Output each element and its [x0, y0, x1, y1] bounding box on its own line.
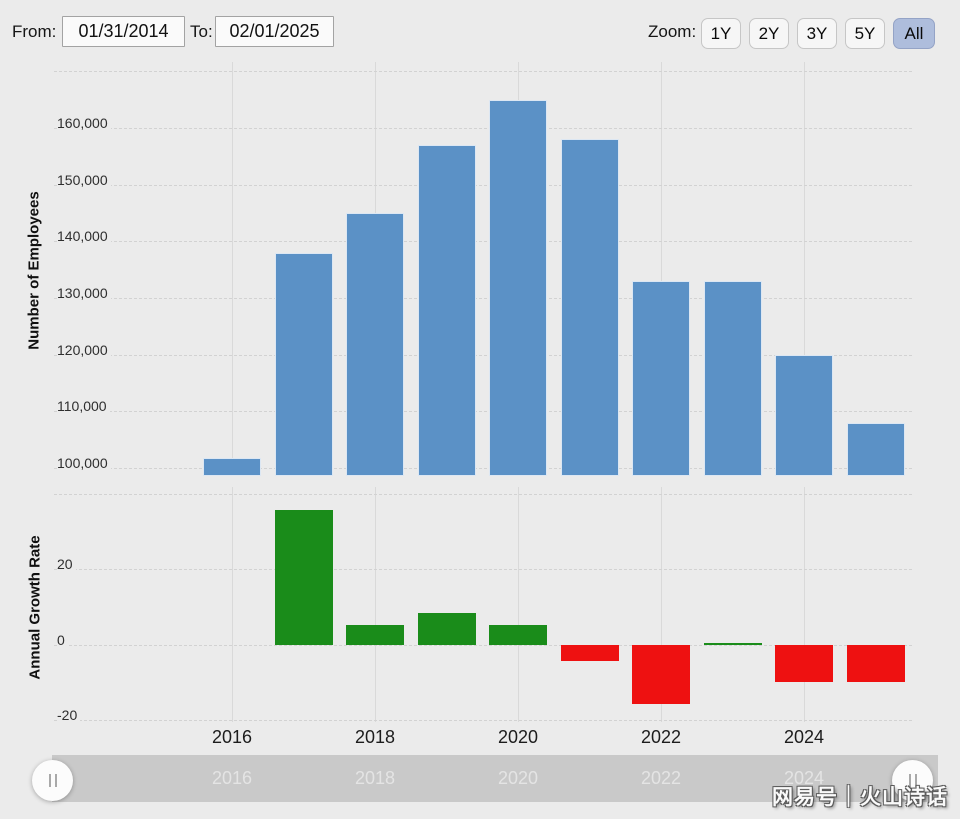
zoom-button-2y[interactable]: 2Y — [749, 18, 789, 49]
x-tick-2024: 2024 — [783, 727, 825, 747]
employees-bar-2025[interactable] — [846, 422, 905, 476]
zoom-button-3y[interactable]: 3Y — [797, 18, 837, 49]
grip-icon — [48, 774, 51, 787]
growth-bar-2024[interactable] — [775, 644, 833, 682]
employees-bar-2016[interactable] — [203, 457, 261, 476]
employees-gridline-130000 — [54, 298, 912, 300]
employees-gridline-140000 — [54, 241, 912, 243]
x-gridline-2016 — [232, 62, 233, 476]
navigator-label-2018: 2018 — [354, 768, 396, 788]
employees-bar-2021[interactable] — [560, 139, 619, 476]
x-gridline-2020 — [518, 487, 519, 722]
growth-bar-2025[interactable] — [846, 644, 905, 683]
employees-bar-2023[interactable] — [703, 281, 762, 476]
navigator-label-2020: 2020 — [497, 768, 539, 788]
employees-gridline-150000 — [54, 184, 912, 186]
employees-gridline-170000 — [54, 71, 912, 73]
grip-icon — [908, 774, 911, 787]
x-tick-2020: 2020 — [497, 727, 539, 747]
zoom-button-5y[interactable]: 5Y — [845, 18, 885, 49]
zoom-button-all[interactable]: All — [893, 18, 935, 49]
grip-icon — [54, 774, 57, 787]
x-gridline-2022 — [661, 62, 662, 476]
employees-ytick-100000: 100,000 — [57, 455, 111, 472]
navigator-handle-left[interactable] — [32, 760, 73, 801]
growth-ytick--20: -20 — [57, 707, 81, 724]
employees-gridline-110000 — [54, 411, 912, 413]
to-label: To: — [190, 22, 213, 41]
employees-ytick-150000: 150,000 — [57, 171, 111, 188]
employees-gridline-160000 — [54, 128, 912, 130]
x-gridline-2024 — [804, 62, 805, 476]
employees-bar-2022[interactable] — [632, 281, 690, 476]
growth-bar-2019[interactable] — [417, 613, 476, 645]
employees-gridline-120000 — [54, 354, 912, 356]
x-gridline-2024 — [804, 487, 805, 722]
employees-ytick-130000: 130,000 — [57, 285, 111, 302]
navigator-handle-right[interactable] — [892, 760, 933, 801]
x-gridline-2018 — [375, 487, 376, 722]
x-tick-2016: 2016 — [211, 727, 253, 747]
growth-bar-2017[interactable] — [274, 510, 333, 645]
employees-ytick-110000: 110,000 — [57, 398, 110, 415]
growth-ytick-20: 20 — [57, 556, 76, 573]
growth-gridline-20 — [54, 569, 912, 571]
navigator-label-2016: 2016 — [211, 768, 253, 788]
grip-icon — [914, 774, 917, 787]
employees-bar-2017[interactable] — [274, 252, 333, 476]
navigator-track[interactable]: 2016 2018 2020 2022 2024 — [52, 755, 938, 802]
growth-gridline-40 — [54, 493, 912, 495]
growth-bar-2020[interactable] — [489, 625, 547, 645]
employees-gridline-100000 — [54, 468, 912, 470]
y-axis-title-employees: Number of Employees — [25, 191, 43, 350]
growth-gridline-0 — [54, 644, 912, 646]
to-date-input[interactable] — [215, 16, 334, 47]
zoom-button-1y[interactable]: 1Y — [701, 18, 741, 49]
zoom-label: Zoom: — [648, 22, 697, 41]
y-axis-title-growth: Annual Growth Rate — [26, 535, 44, 680]
growth-bar-2022[interactable] — [632, 644, 690, 705]
x-tick-2022: 2022 — [640, 727, 682, 747]
from-label: From: — [12, 22, 57, 41]
from-date-input[interactable] — [62, 16, 185, 47]
employees-ytick-140000: 140,000 — [57, 228, 111, 245]
growth-bar-2018[interactable] — [346, 625, 404, 645]
x-gridline-2016 — [232, 487, 233, 722]
growth-gridline--20 — [54, 720, 912, 722]
navigator-label-2024: 2024 — [783, 768, 825, 788]
watermark: 网易号｜火山诗话 — [772, 786, 948, 809]
growth-bar-2023[interactable] — [703, 642, 762, 645]
navigator-label-2022: 2022 — [640, 768, 682, 788]
employees-ytick-120000: 120,000 — [57, 341, 111, 358]
growth-bar-2021[interactable] — [560, 644, 619, 661]
employees-bar-2018[interactable] — [346, 213, 404, 476]
employees-bar-2024[interactable] — [775, 354, 833, 476]
employees-bar-2020[interactable] — [489, 99, 547, 476]
x-gridline-2022 — [661, 487, 662, 722]
growth-ytick-0: 0 — [57, 631, 68, 648]
x-tick-2018: 2018 — [354, 727, 396, 747]
employees-bar-2019[interactable] — [417, 145, 476, 476]
employees-ytick-160000: 160,000 — [57, 115, 111, 132]
